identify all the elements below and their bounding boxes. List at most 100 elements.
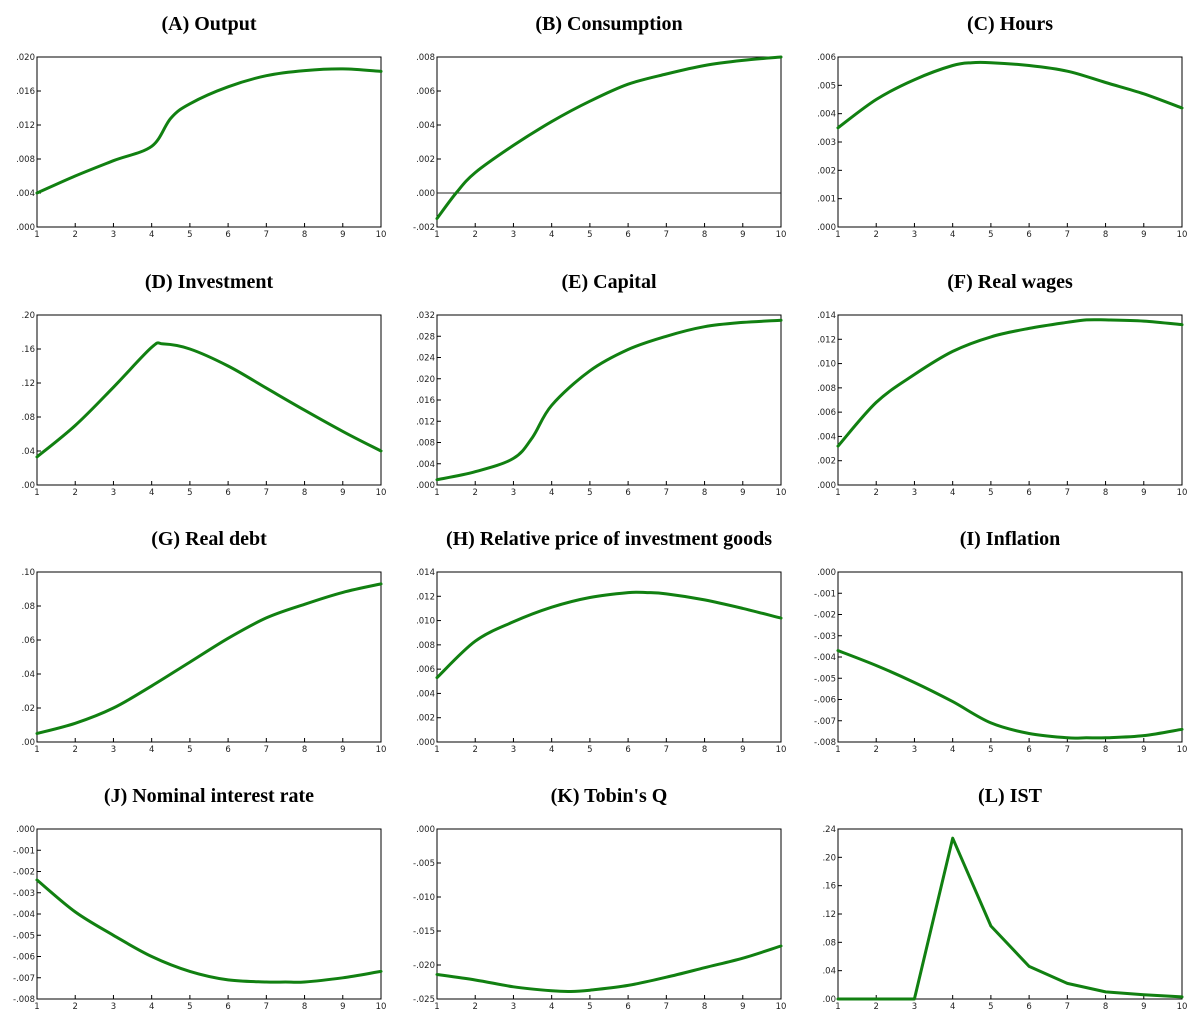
x-tick-label: 9 <box>340 1002 345 1012</box>
y-tick-label: .16 <box>21 345 35 355</box>
chart-title: (H) Relative price of investment goods <box>446 528 772 550</box>
y-tick-label: .16 <box>822 882 836 892</box>
chart-panel: (D) Investment .00 .04 .08 .12 .16 .20 1 2 3 4 5 6 7 8… <box>21 271 386 498</box>
x-tick-label: 7 <box>264 1002 269 1012</box>
x-tick-label: 2 <box>73 488 78 498</box>
y-tick-label: .000 <box>416 825 435 835</box>
y-tick-label: .04 <box>21 447 35 457</box>
y-tick-label: -.002 <box>413 223 435 233</box>
x-tick-label: 8 <box>702 1002 707 1012</box>
y-tick-label: -.008 <box>814 738 836 748</box>
x-tick-label: 2 <box>473 745 478 755</box>
y-tick-label: .000 <box>416 189 435 199</box>
y-tick-label: -.025 <box>413 995 435 1005</box>
y-tick-label: .02 <box>21 704 35 714</box>
x-tick-label: 5 <box>988 745 993 755</box>
x-tick-label: 10 <box>1177 488 1188 498</box>
y-tick-label: .000 <box>416 738 435 748</box>
x-tick-label: 9 <box>1141 745 1146 755</box>
x-tick-label: 2 <box>73 745 78 755</box>
x-tick-label: 10 <box>776 745 787 755</box>
chart-panel: (B) Consumption -.002 .000 .002 .004 .006 .008… <box>413 13 786 240</box>
x-tick-label: 4 <box>549 488 554 498</box>
x-tick-label: 1 <box>34 488 39 498</box>
x-tick-label: 5 <box>988 230 993 240</box>
x-tick-label: 1 <box>835 488 840 498</box>
y-tick-label: -.002 <box>814 611 836 621</box>
x-tick-label: 3 <box>111 488 116 498</box>
x-tick-label: 10 <box>376 488 387 498</box>
chart-title: (A) Output <box>161 13 256 35</box>
plot-frame <box>36 828 382 1000</box>
x-tick-label: 4 <box>149 1002 154 1012</box>
x-tick-label: 4 <box>950 488 955 498</box>
y-tick-label: .008 <box>817 384 836 394</box>
y-tick-label: .002 <box>817 457 836 467</box>
x-tick-label: 4 <box>149 488 154 498</box>
x-tick-label: 3 <box>511 1002 516 1012</box>
x-tick-label: 8 <box>702 745 707 755</box>
x-tick-label: 8 <box>302 1002 307 1012</box>
x-tick-label: 6 <box>225 230 230 240</box>
x-tick-label: 6 <box>1026 230 1031 240</box>
y-tick-label: .014 <box>817 311 836 321</box>
plot-frame <box>837 314 1183 486</box>
series-line <box>435 55 783 220</box>
x-tick-label: 7 <box>264 745 269 755</box>
x-tick-label: 10 <box>376 1002 387 1012</box>
y-tick-label: .000 <box>16 825 35 835</box>
x-tick-label: 6 <box>1026 745 1031 755</box>
x-tick-label: 8 <box>1103 1002 1108 1012</box>
x-tick-label: 2 <box>73 1002 78 1012</box>
y-tick-label: .002 <box>817 166 836 176</box>
y-tick-label: .010 <box>817 360 836 370</box>
chart-title: (L) IST <box>978 785 1043 807</box>
x-tick-label: 5 <box>587 745 592 755</box>
x-tick-label: 8 <box>1103 745 1108 755</box>
series-line <box>435 318 783 482</box>
chart-title: (G) Real debt <box>151 528 267 550</box>
chart-title: (E) Capital <box>562 271 657 293</box>
y-tick-label: .004 <box>416 460 435 470</box>
x-tick-label: 1 <box>434 745 439 755</box>
x-tick-label: 9 <box>1141 488 1146 498</box>
x-tick-label: 6 <box>625 488 630 498</box>
y-tick-label: .001 <box>817 195 836 205</box>
y-tick-label: .032 <box>416 311 435 321</box>
chart-panel: (K) Tobin's Q -.025 -.020 -.015 -.010 -.005 .0… <box>413 785 786 1012</box>
y-tick-label: .016 <box>416 396 435 406</box>
y-tick-label: -.004 <box>13 910 35 920</box>
chart-title: (K) Tobin's Q <box>551 785 668 807</box>
x-tick-label: 3 <box>912 1002 917 1012</box>
x-tick-label: 4 <box>950 745 955 755</box>
x-tick-label: 7 <box>1065 745 1070 755</box>
x-tick-label: 10 <box>1177 1002 1188 1012</box>
plot-frame <box>436 56 782 228</box>
y-tick-label: .028 <box>416 332 435 342</box>
x-tick-label: 3 <box>111 1002 116 1012</box>
x-tick-label: 9 <box>740 230 745 240</box>
x-tick-label: 5 <box>988 488 993 498</box>
series-line <box>35 878 383 984</box>
x-tick-label: 10 <box>776 1002 787 1012</box>
x-tick-label: 2 <box>874 230 879 240</box>
x-tick-label: 8 <box>702 488 707 498</box>
y-tick-label: -.001 <box>814 589 836 599</box>
x-tick-label: 2 <box>473 488 478 498</box>
y-tick-label: .006 <box>416 665 435 675</box>
x-tick-label: 1 <box>434 1002 439 1012</box>
y-tick-label: .004 <box>16 189 35 199</box>
y-tick-label: .020 <box>416 375 435 385</box>
y-tick-label: .006 <box>416 87 435 97</box>
x-tick-label: 6 <box>225 745 230 755</box>
chart-panel: (G) Real debt .00 .02 .04 .06 .08 .10 1 2 3 4 5 6 7 8 9… <box>21 528 386 755</box>
x-tick-label: 3 <box>111 745 116 755</box>
x-tick-label: 2 <box>73 230 78 240</box>
x-tick-label: 2 <box>874 488 879 498</box>
y-tick-label: .000 <box>16 223 35 233</box>
y-tick-label: .000 <box>817 481 836 491</box>
plot-frame <box>837 571 1183 743</box>
series-line <box>435 590 783 680</box>
plot-frame <box>837 56 1183 228</box>
x-tick-label: 1 <box>434 488 439 498</box>
